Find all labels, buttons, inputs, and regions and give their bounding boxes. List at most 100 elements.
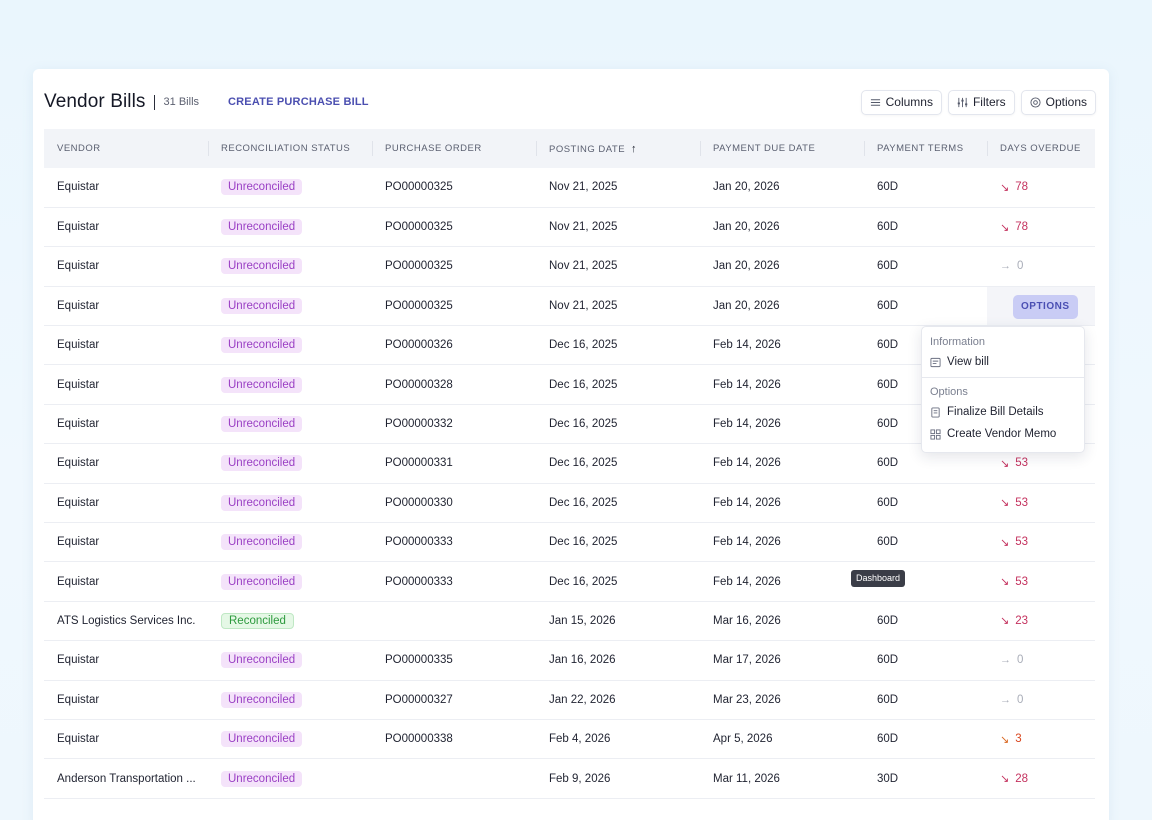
row-options-button[interactable]: OPTIONS	[1013, 294, 1078, 319]
status-cell: Unreconciled	[208, 719, 372, 758]
table-row[interactable]: ATS Logistics Services Inc. Reconciled Jan…	[44, 601, 1095, 641]
filters-button[interactable]: Filters	[947, 89, 1015, 115]
purchase-order-cell: PO00000325	[385, 260, 453, 273]
days-overdue-cell: ↘ 53	[987, 523, 1095, 562]
trend-arrow-icon: ↘	[1000, 181, 1010, 194]
status-badge: Unreconciled	[221, 219, 303, 236]
status-badge: Unreconciled	[221, 258, 303, 275]
purchase-order-cell	[372, 759, 536, 798]
purchase-order-cell: PO00000331	[385, 457, 453, 470]
due-date-cell: Feb 14, 2026	[713, 339, 781, 352]
days-overdue: ↘ 53	[1000, 575, 1029, 589]
vendor-cell: Equistar	[57, 496, 100, 509]
table-row[interactable]: Equistar Unreconciled PO00000332 Dec 16, 20…	[44, 404, 1095, 444]
due-date-cell: Jan 20, 2026	[713, 260, 780, 273]
payment-terms-cell: 60D	[877, 654, 899, 667]
days-overdue-value: 53	[1015, 457, 1029, 470]
status-badge: Unreconciled	[221, 455, 303, 472]
table-row[interactable]: Equistar Unreconciled PO00000325 Nov 21, 20…	[44, 286, 1095, 326]
days-overdue: ↘ 53	[1000, 536, 1028, 549]
vendor-cell: Equistar	[57, 536, 100, 549]
posting-date-cell: Nov 21, 2025	[549, 299, 618, 312]
posting-date-cell: Jan 16, 2026	[549, 654, 616, 667]
due-date-cell: Mar 16, 2026	[713, 614, 781, 627]
menu-section-options: Options	[930, 386, 968, 398]
table-row[interactable]: Equistar Unreconciled PO00000333 Dec 16, 20…	[44, 562, 1095, 602]
table-row[interactable]: Equistar Unreconciled PO00000326 Dec 16, 20…	[44, 326, 1095, 365]
payment-terms-cell: 60D	[877, 693, 899, 706]
posting-date-cell: Dec 16, 2025	[549, 378, 618, 391]
days-overdue-value: 28	[1015, 772, 1029, 785]
table-row[interactable]: Equistar Unreconciled PO00000335 Jan 16, 20…	[44, 641, 1095, 681]
days-overdue-value: 53	[1015, 575, 1029, 588]
days-overdue: ↘ 78	[1000, 221, 1028, 234]
table-row[interactable]: Equistar Unreconciled PO00000328 Dec 16, 20…	[44, 365, 1095, 405]
options-button[interactable]: Options	[1020, 89, 1096, 115]
trend-arrow-icon: ↘	[1000, 615, 1010, 628]
purchase-order-cell	[372, 601, 536, 640]
days-overdue: → 0	[1000, 260, 1023, 272]
col-days-overdue[interactable]: DAYS OVERDUE	[987, 129, 1095, 168]
create-purchase-bill-link[interactable]: CREATE PURCHASE BILL	[228, 96, 369, 108]
purchase-order-cell: PO00000325	[385, 299, 453, 312]
trend-arrow-icon: ↘	[1000, 773, 1010, 786]
days-overdue-value: 78	[1015, 181, 1029, 194]
table-row[interactable]: Equistar Unreconciled PO00000330 Dec 16, 20…	[44, 483, 1095, 523]
finalize-bill-details-menu-item[interactable]: Finalize Bill Details	[922, 401, 1084, 423]
page-title: Vendor Bills	[44, 91, 146, 112]
days-overdue-cell: ↘ 78	[987, 168, 1095, 207]
days-overdue-value: 23	[1015, 614, 1029, 627]
due-date-cell: Jan 20, 2026	[713, 221, 780, 234]
due-date-cell: Mar 23, 2026	[713, 693, 781, 706]
col-posting-date[interactable]: POSTING DATE ↑	[536, 129, 700, 168]
days-overdue: ↘ 53	[1000, 496, 1028, 510]
vendor-cell: Equistar	[57, 181, 100, 194]
days-overdue: ↘ 53	[1000, 457, 1028, 470]
table-row[interactable]: Equistar Unreconciled PO00000325 Nov 21, 20…	[44, 168, 1095, 208]
col-payment-terms[interactable]: PAYMENT TERMS	[864, 129, 987, 168]
status-cell: Unreconciled	[208, 168, 372, 207]
trend-arrow-icon: →	[1000, 654, 1011, 667]
posting-date-cell: Dec 16, 2025	[549, 457, 618, 470]
table-row[interactable]: Equistar Unreconciled PO00000325 Nov 21, 20…	[44, 207, 1095, 247]
table-row[interactable]: Equistar Unreconciled PO00000333 Dec 16, 20…	[44, 523, 1095, 562]
posting-date-cell: Nov 21, 2025	[549, 221, 618, 234]
table-row[interactable]: Equistar Unreconciled PO00000325 Nov 21, 20…	[44, 247, 1095, 287]
status-badge: Unreconciled	[221, 337, 303, 354]
table-row[interactable]: Equistar Unreconciled PO00000338 Feb 4, 202…	[44, 719, 1095, 759]
days-overdue: ↘ 78	[1000, 181, 1028, 194]
status-badge: Unreconciled	[221, 297, 303, 314]
table-row[interactable]: Equistar Unreconciled PO00000331 Dec 16, 20…	[44, 444, 1095, 484]
days-overdue-value: 53	[1015, 536, 1029, 549]
view-bill-menu-item[interactable]: View bill	[922, 351, 1084, 373]
col-payment-due-date[interactable]: PAYMENT DUE DATE	[700, 129, 864, 168]
days-overdue-value: 0	[1017, 693, 1024, 706]
columns-button[interactable]: Columns	[860, 89, 942, 115]
purchase-order-cell: PO00000325	[385, 221, 453, 234]
page-header: Vendor Bills 31 Bills CREATE PURCHASE BI…	[44, 89, 1096, 115]
vendor-cell: Equistar	[57, 575, 100, 588]
status-badge: Unreconciled	[221, 770, 303, 787]
trend-arrow-icon: ↘	[1000, 497, 1010, 510]
due-date-cell: Apr 5, 2026	[713, 733, 773, 746]
table-row[interactable]: Equistar Unreconciled PO00000327 Jan 22, 20…	[44, 680, 1095, 720]
status-badge: Unreconciled	[221, 573, 303, 590]
col-purchase-order[interactable]: PURCHASE ORDER	[372, 129, 536, 168]
table-row[interactable]: Anderson Transportation ... Unreconciled F…	[44, 759, 1095, 799]
status-badge: Reconciled	[221, 612, 294, 629]
purchase-order-cell: PO00000326	[385, 339, 453, 352]
trend-arrow-icon: ↘	[1000, 576, 1010, 589]
purchase-order-cell: PO00000335	[385, 654, 453, 667]
purchase-order-cell: PO00000332	[385, 418, 453, 431]
trend-arrow-icon: →	[1000, 260, 1011, 273]
create-vendor-memo-menu-item[interactable]: Create Vendor Memo	[922, 423, 1084, 445]
document-icon	[930, 357, 941, 367]
days-overdue-cell: → 0	[987, 680, 1095, 719]
col-vendor[interactable]: VENDOR	[57, 143, 101, 154]
col-reconciliation-status[interactable]: RECONCILIATION STATUS	[208, 129, 372, 168]
grid-icon	[930, 428, 941, 440]
due-date-cell: Jan 20, 2026	[713, 299, 780, 312]
posting-date-cell: Dec 16, 2025	[549, 418, 618, 431]
vendor-cell: Equistar	[57, 221, 100, 234]
due-date-cell: Feb 14, 2026	[713, 378, 781, 391]
